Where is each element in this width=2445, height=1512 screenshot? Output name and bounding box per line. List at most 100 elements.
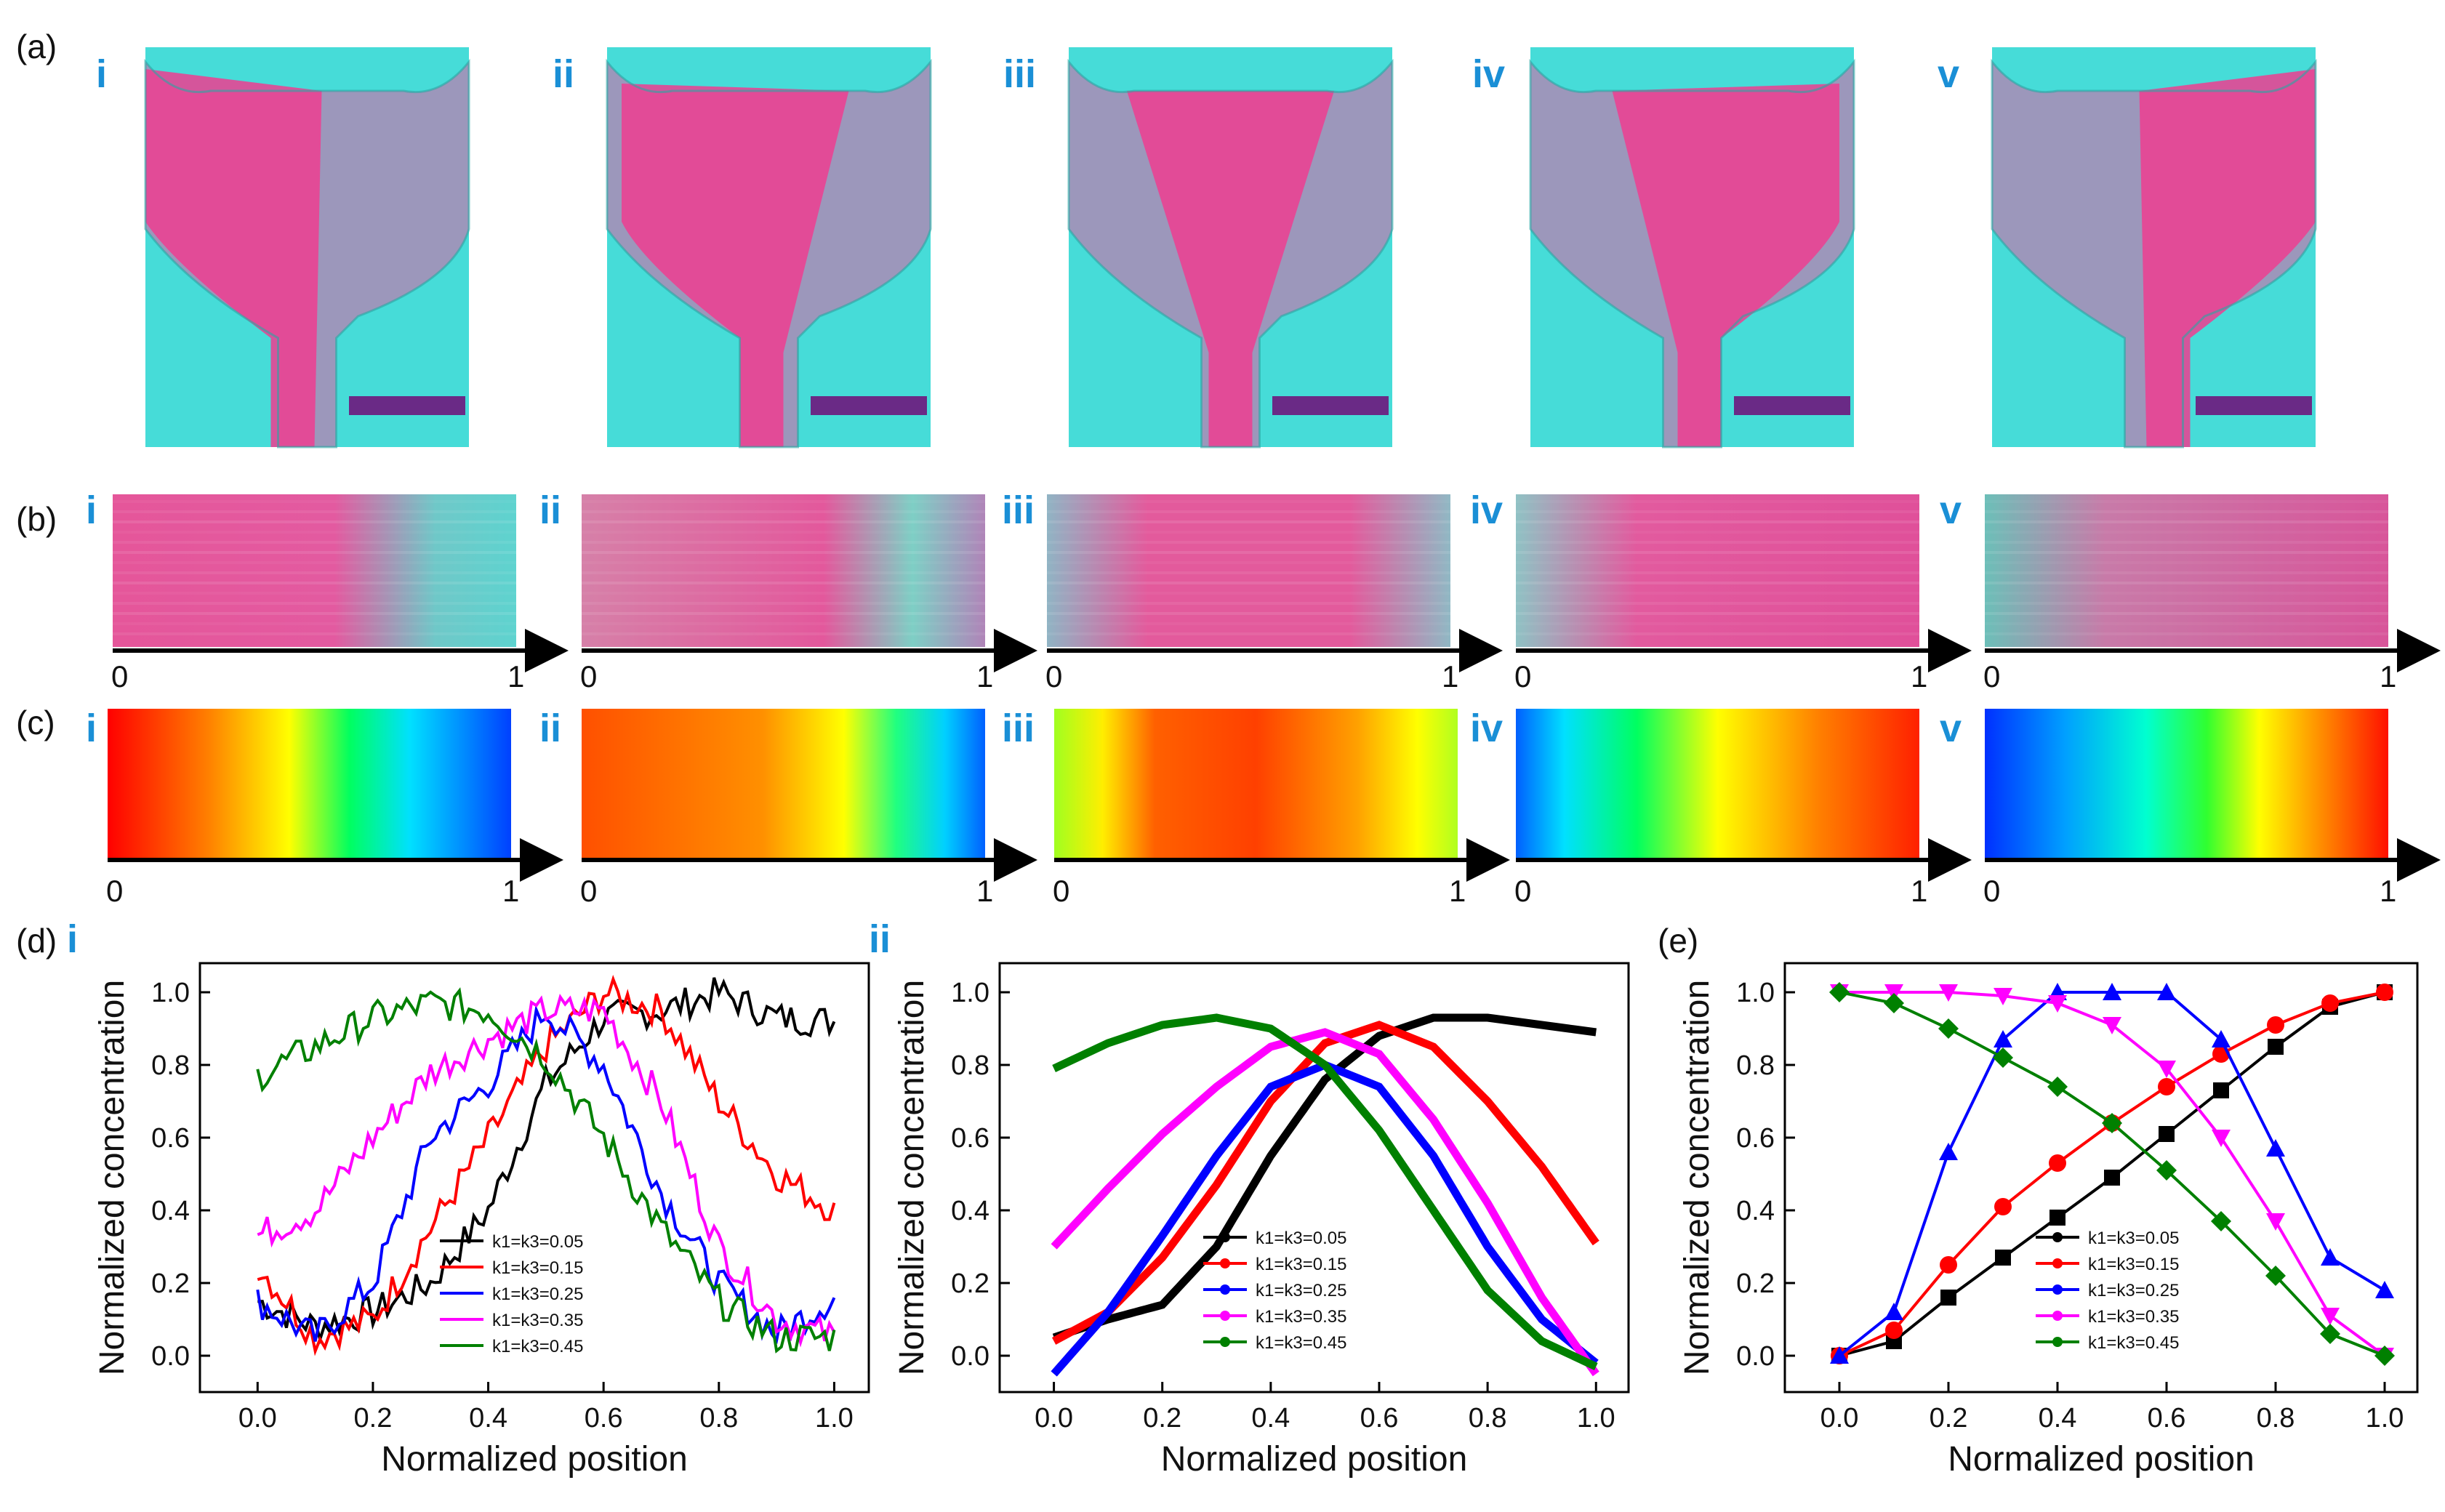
chamber-outline [144,58,470,449]
y-axis-label: Normalized concentration [1678,980,1717,1375]
roman-b-1: i [86,488,97,532]
axis-start-label: 0 [1045,659,1062,693]
chart-d-ii: 0.0 0.2 0.4 0.6 0.8 1.0 0.0 0.2 0.4 0.6 0.8 1.0 Norm… [893,962,1630,1479]
series-line-5 [1052,1013,1598,1370]
axis-start-label: 0 [1514,874,1531,908]
data-point [2159,1126,2175,1142]
data-point [2047,1077,2068,1097]
panel-label-a: (a) [16,28,57,65]
data-point [2157,1061,2176,1078]
legend-label: k1=k3=0.05 [492,1232,583,1252]
data-point [2049,1210,2065,1226]
row-c-simulated-gradients: 0 1 i 0 1 ii 0 1 iii 0 1 iv 0 1 v [86,707,2441,908]
legend-label: k1=k3=0.35 [1256,1307,1346,1327]
x-tick-label: 0.6 [1360,1403,1399,1433]
roman-b-3: iii [1002,488,1035,532]
row-b-intensity-strips: 0 1 i 0 1 ii 0 1 iii 0 1 iv 0 1 v [86,488,2441,693]
data-point [1939,984,1958,1002]
micrograph-3: iii [1003,47,1394,449]
legend-label: k1=k3=0.25 [492,1284,583,1304]
data-point [1884,1303,1903,1320]
data-point [2267,1016,2284,1034]
scale-bar [1734,396,1850,415]
series-line-4 [1051,1028,1599,1377]
data-point [2049,1154,2066,1172]
axis-start-label: 0 [1983,874,2000,908]
legend-label: k1=k3=0.25 [1256,1281,1346,1300]
strip-image [113,494,516,647]
scale-bar [1272,396,1389,415]
plot-frame [998,962,1630,1394]
panel-label-e: (e) [1658,922,1698,960]
gradient-bar-1: 0 1 i [86,707,563,908]
data-point [2374,1346,2395,1366]
roman-b-4: iv [1470,488,1503,532]
rainbow-gradient [1985,709,2388,858]
x-axis-label: Normalized position [1161,1440,1468,1479]
legend-marker [2052,1337,2063,1347]
axis-end-label: 1 [2380,659,2396,693]
legend-label: k1=k3=0.45 [1256,1333,1346,1353]
data-point [2104,1170,2120,1186]
x-tick-label: 0.6 [2148,1403,2186,1433]
y-axis-label: Normalized concentration [93,980,132,1375]
data-point [2156,1160,2177,1181]
scale-bar [811,396,927,415]
series-line-4 [257,994,836,1348]
y-tick-label: 0.6 [1736,1123,1775,1154]
gradient-bar-3: 0 1 iii [1002,707,1510,908]
data-point [1940,1290,1956,1306]
roman-a-3: iii [1003,52,1036,96]
legend-label: k1=k3=0.15 [492,1258,583,1278]
data-point [1939,1143,1958,1160]
series-line-1 [257,977,836,1345]
x-tick-label: 0.2 [1930,1403,1968,1433]
row-a-micrographs: i ii iii iv v [96,47,2317,449]
stream-magenta [1612,84,1839,447]
micrograph-2: ii [553,47,932,449]
axis-start-label: 0 [1514,659,1531,693]
legend-label: k1=k3=0.05 [2088,1228,2179,1248]
data-point [1938,1018,1959,1039]
strip-5: 0 1 v [1940,488,2441,693]
y-tick-label: 0.2 [951,1268,989,1299]
x-tick-label: 0.8 [1469,1403,1507,1433]
data-point [1884,993,1904,1013]
data-point [1885,1322,1903,1339]
y-tick-label: 0.2 [151,1268,190,1299]
stream-magenta [622,84,849,447]
roman-c-3: iii [1002,707,1035,750]
chart-e: 0.0 0.2 0.4 0.6 0.8 1.0 0.0 0.2 0.4 0.6 0.8 1.0 Norm… [1678,962,2419,1479]
strip-2: 0 1 ii [539,488,1037,693]
legend-label: k1=k3=0.35 [492,1311,583,1330]
scale-bar [2196,396,2312,415]
micrograph-4: iv [1472,47,1855,449]
x-tick-label: 0.0 [1820,1403,1859,1433]
roman-c-2: ii [539,707,561,750]
stream-magenta [1127,91,1334,447]
chamber-outline [1529,58,1855,449]
rainbow-gradient [1516,709,1919,858]
x-tick-label: 0.4 [2039,1403,2077,1433]
data-point [2321,994,2339,1012]
gradient-bar-5: 0 1 v [1940,707,2441,908]
strip-image [582,494,985,647]
data-point [1994,1030,2012,1047]
y-tick-label: 0.0 [951,1341,989,1372]
axis-start-label: 0 [111,659,128,693]
data-point [2376,984,2393,1001]
series-line-2 [257,975,836,1356]
axis-end-label: 1 [976,874,993,908]
panel-label-c: (c) [16,704,55,741]
data-point [1830,1346,1849,1364]
data-point [2048,995,2067,1013]
strip-image [1516,494,1919,647]
gradient-bar-4: 0 1 iv [1470,707,1972,908]
roman-d-ii: ii [869,917,891,961]
data-point [2265,1266,2286,1286]
data-point [2212,1130,2231,1147]
data-point [2102,1113,2122,1133]
y-tick-label: 0.4 [1736,1196,1775,1226]
roman-d-i: i [67,917,78,961]
data-point [1829,982,1850,1002]
